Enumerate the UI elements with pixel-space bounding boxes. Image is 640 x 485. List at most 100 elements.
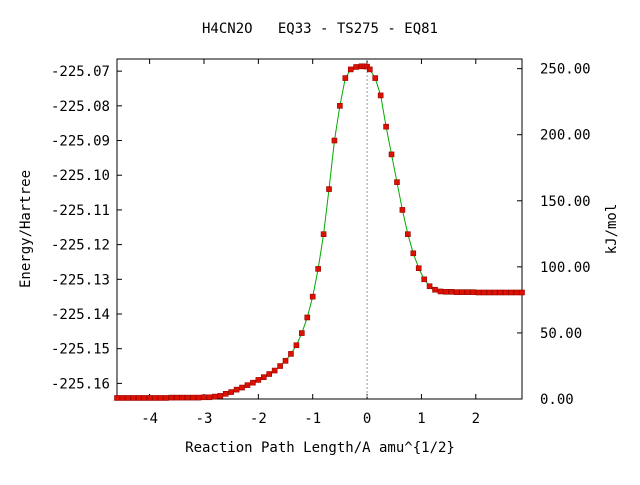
- y2-tick-label: 50.00: [540, 326, 582, 342]
- data-point: [492, 289, 498, 296]
- plot-frame: [116, 58, 523, 400]
- x-axis-label: Reaction Path Length/A amu^{1/2}: [185, 440, 455, 456]
- data-point: [195, 394, 202, 401]
- y2-tick-label: 250.00: [540, 62, 591, 78]
- data-point: [125, 395, 131, 401]
- data-point: [432, 286, 438, 293]
- x-axis-ticks: -4 -3 -2 -1 0 1 2: [141, 59, 480, 427]
- y-axis-label: Energy/Hartree: [18, 170, 34, 288]
- data-point: [277, 363, 283, 369]
- data-point: [437, 288, 444, 295]
- data-point: [502, 289, 509, 296]
- data-point: [179, 394, 186, 401]
- data-point: [174, 394, 180, 401]
- data-point: [453, 289, 460, 295]
- y-axis-ticks: -225.07 -225.08 -225.09 -225.10 -225.11 -225.…: [51, 64, 122, 392]
- data-point: [255, 377, 262, 383]
- y-tick-label: -225.16: [51, 376, 110, 392]
- data-point: [130, 395, 137, 401]
- data-point: [135, 395, 142, 401]
- data-point: [152, 395, 158, 401]
- data-point: [201, 394, 207, 401]
- x-tick-label: 0: [363, 411, 371, 427]
- data-point: [519, 289, 525, 296]
- data-point: [244, 382, 251, 388]
- y-tick-label: -225.13: [51, 272, 110, 288]
- data-point: [459, 289, 466, 295]
- data-point: [372, 75, 379, 81]
- data-point: [388, 151, 395, 158]
- y2-tick-label: 200.00: [540, 128, 591, 144]
- y2-tick-label: 0.00: [540, 392, 574, 408]
- data-point: [347, 66, 354, 73]
- data-point: [309, 293, 316, 300]
- y-tick-label: -225.10: [51, 168, 110, 184]
- data-point: [315, 266, 321, 272]
- y2-tick-label: 100.00: [540, 260, 591, 276]
- data-point: [114, 395, 120, 401]
- y2-tick-label: 150.00: [540, 194, 591, 210]
- data-point: [212, 393, 218, 400]
- data-point: [443, 288, 449, 295]
- data-point: [508, 289, 514, 296]
- data-point: [342, 75, 349, 81]
- data-point: [464, 289, 471, 295]
- data-point: [331, 137, 338, 144]
- data-point: [475, 289, 482, 296]
- data-point: [184, 394, 191, 401]
- data-point: [377, 92, 384, 99]
- data-point: [206, 394, 213, 401]
- data-point: [228, 389, 234, 395]
- data-point: [119, 395, 126, 401]
- data-point: [282, 358, 289, 364]
- data-point: [383, 123, 389, 130]
- data-point: [426, 283, 433, 290]
- data-point: [157, 395, 164, 401]
- x-tick-label: 1: [417, 411, 425, 427]
- y-tick-label: -225.14: [51, 307, 110, 323]
- data-point: [190, 394, 196, 401]
- data-point: [486, 289, 493, 296]
- data-point: [410, 250, 417, 257]
- y2-axis-label: kJ/mol: [604, 204, 620, 255]
- data-point: [448, 288, 455, 295]
- data-point: [415, 265, 422, 272]
- data-point: [271, 367, 278, 374]
- data-point: [233, 386, 240, 393]
- x-tick-label: 2: [472, 411, 480, 427]
- data-point: [266, 371, 273, 377]
- data-point: [470, 289, 476, 295]
- data-point: [141, 395, 147, 401]
- data-point: [399, 207, 406, 213]
- data-point: [299, 330, 305, 336]
- data-point: [405, 231, 411, 237]
- data-point: [513, 289, 520, 296]
- y-tick-label: -225.11: [51, 203, 110, 219]
- data-point: [304, 314, 311, 321]
- chart-title: H4CN2O EQ33 - TS275 - EQ81: [202, 21, 438, 37]
- y-tick-label: -225.08: [51, 99, 110, 115]
- y-tick-label: -225.15: [51, 342, 110, 358]
- data-point: [146, 395, 153, 401]
- data-point: [239, 384, 245, 391]
- y-tick-label: -225.12: [51, 238, 110, 254]
- data-point: [326, 186, 332, 192]
- data-point: [497, 289, 504, 296]
- data-point: [366, 66, 373, 73]
- y-tick-label: -225.07: [51, 64, 110, 80]
- data-point: [353, 64, 359, 70]
- data-point: [217, 393, 224, 399]
- energy-curve: [117, 65, 522, 399]
- data-point: [288, 351, 294, 357]
- y2-axis-ticks: 250.00 200.00 150.00 100.00 50.00 0.00: [517, 62, 591, 408]
- data-point: [481, 289, 487, 296]
- data-point: [260, 374, 267, 380]
- data-point: [293, 342, 300, 349]
- data-point: [421, 276, 427, 283]
- x-tick-label: -1: [304, 411, 321, 427]
- data-point: [163, 395, 169, 401]
- data-point: [394, 179, 400, 185]
- data-point: [320, 231, 327, 237]
- x-tick-label: -2: [250, 411, 267, 427]
